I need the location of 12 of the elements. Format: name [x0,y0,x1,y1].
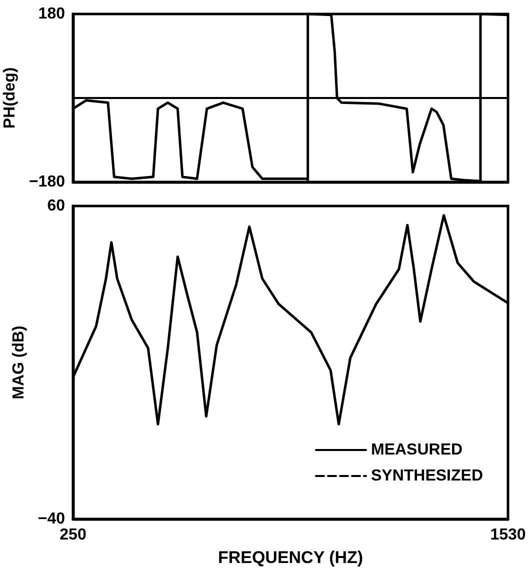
y-tick-label: −180 [28,174,66,190]
y-tick-label: −40 [38,510,66,528]
x-tick-label: 250 [60,526,86,544]
y-axis-title: PH(deg) [2,67,19,129]
y-tick-label: 180 [38,6,66,22]
x-axis-title: FREQUENCY (HZ) [218,548,364,567]
y-axis-title: MAG (dB) [10,326,28,400]
legend-label: SYNTHESIZED [370,468,483,484]
legend-label: MEASURED [370,442,463,458]
x-tick-label: 1530 [490,526,526,544]
y-tick-label: 60 [47,198,66,214]
line-series [72,12,510,182]
